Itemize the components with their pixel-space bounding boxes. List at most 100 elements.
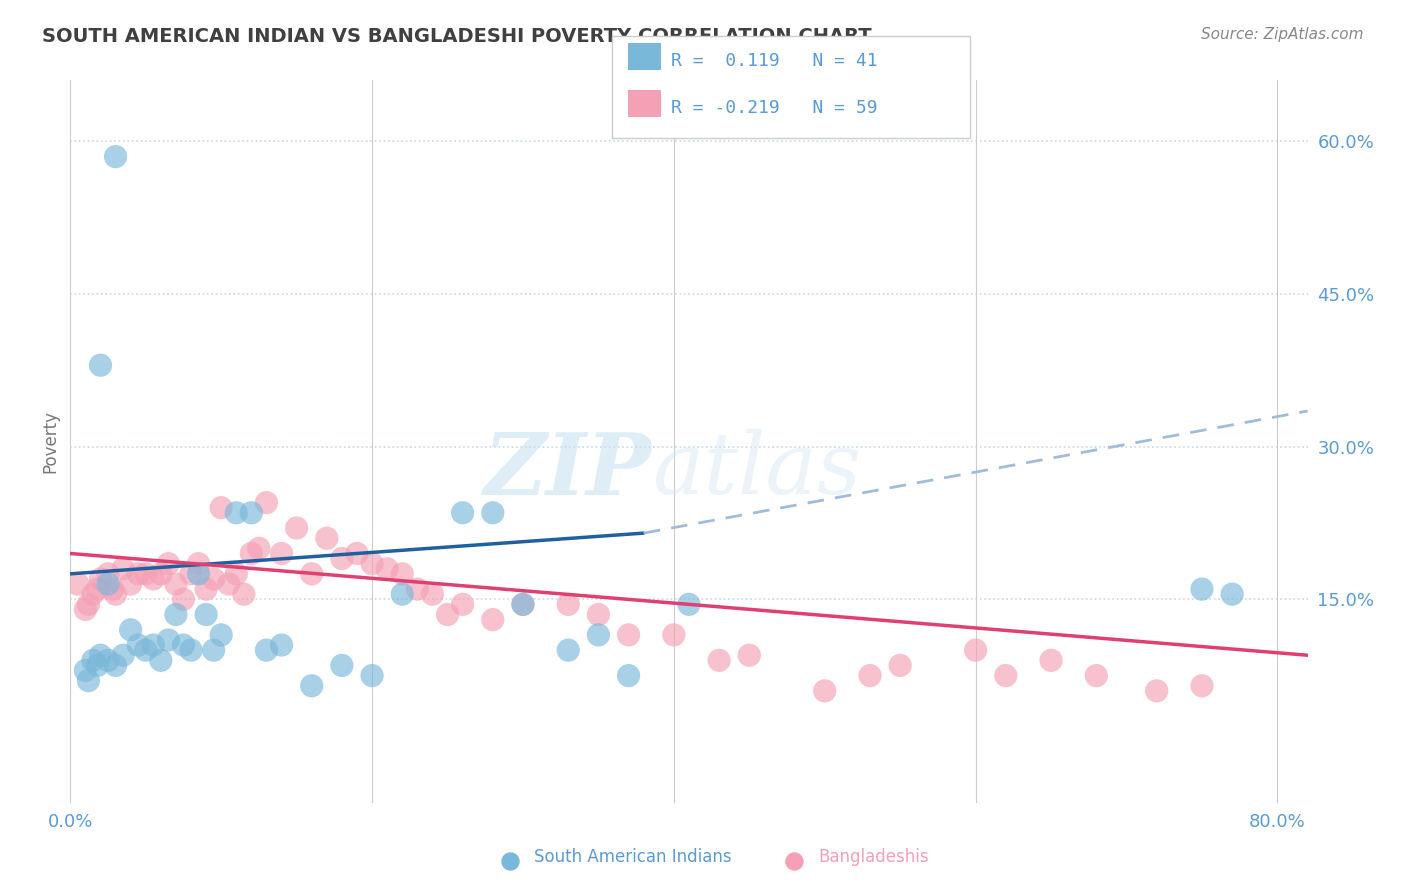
- Point: [86, 582, 108, 596]
- Point: [240, 506, 263, 520]
- Point: [165, 607, 187, 622]
- Point: [225, 506, 247, 520]
- Point: [942, 826, 965, 840]
- Point: [112, 562, 135, 576]
- Point: [512, 598, 534, 612]
- Point: [101, 582, 124, 596]
- Point: [202, 643, 225, 657]
- Point: [127, 566, 149, 581]
- Point: [218, 577, 240, 591]
- Point: [97, 566, 120, 581]
- Point: [814, 684, 837, 698]
- Point: [187, 566, 209, 581]
- Point: [135, 643, 157, 657]
- Point: [361, 557, 384, 571]
- Point: [617, 628, 640, 642]
- Point: [86, 658, 108, 673]
- Text: Source: ZipAtlas.com: Source: ZipAtlas.com: [1201, 27, 1364, 42]
- Y-axis label: Poverty: Poverty: [41, 410, 59, 473]
- Point: [1191, 582, 1213, 596]
- Point: [1146, 684, 1168, 698]
- Point: [406, 582, 429, 596]
- Text: R =  0.119   N = 41: R = 0.119 N = 41: [671, 52, 877, 70]
- Point: [889, 658, 911, 673]
- Point: [112, 648, 135, 663]
- Point: [859, 668, 882, 682]
- Point: [451, 598, 474, 612]
- Point: [89, 358, 111, 372]
- Point: [232, 587, 254, 601]
- Point: [662, 628, 685, 642]
- Point: [247, 541, 270, 556]
- Point: [391, 587, 413, 601]
- Point: [195, 582, 218, 596]
- Point: [375, 562, 398, 576]
- Point: [301, 679, 323, 693]
- Point: [142, 638, 165, 652]
- Point: [330, 551, 353, 566]
- Point: [240, 546, 263, 560]
- Point: [301, 566, 323, 581]
- Point: [97, 577, 120, 591]
- Point: [595, 826, 617, 840]
- Point: [104, 658, 127, 673]
- Point: [157, 557, 180, 571]
- Point: [422, 587, 444, 601]
- Point: [270, 638, 292, 652]
- Point: [82, 587, 104, 601]
- Point: [75, 602, 97, 616]
- Point: [1040, 653, 1063, 667]
- Point: [285, 521, 308, 535]
- Point: [202, 572, 225, 586]
- Point: [738, 648, 761, 663]
- Point: [127, 638, 149, 652]
- Point: [270, 546, 292, 560]
- Point: [256, 495, 278, 509]
- Point: [89, 572, 111, 586]
- Point: [104, 150, 127, 164]
- Point: [346, 546, 368, 560]
- Point: [97, 653, 120, 667]
- Point: [436, 607, 458, 622]
- Text: South American Indians: South American Indians: [534, 848, 733, 866]
- Point: [104, 587, 127, 601]
- Point: [195, 607, 218, 622]
- Point: [391, 566, 413, 581]
- Point: [120, 623, 142, 637]
- Point: [172, 638, 194, 652]
- Point: [361, 668, 384, 682]
- Text: R = -0.219   N = 59: R = -0.219 N = 59: [671, 99, 877, 117]
- Point: [330, 658, 353, 673]
- Point: [315, 531, 337, 545]
- Point: [965, 643, 987, 657]
- Point: [75, 664, 97, 678]
- Point: [66, 577, 89, 591]
- Text: ZIP: ZIP: [484, 429, 652, 512]
- Point: [1220, 587, 1243, 601]
- Point: [172, 592, 194, 607]
- Point: [481, 613, 503, 627]
- Point: [209, 628, 232, 642]
- Point: [165, 577, 187, 591]
- Point: [256, 643, 278, 657]
- Point: [77, 598, 100, 612]
- Point: [994, 668, 1017, 682]
- Point: [557, 643, 579, 657]
- Point: [481, 506, 503, 520]
- Point: [149, 566, 172, 581]
- Point: [225, 566, 247, 581]
- Point: [180, 643, 202, 657]
- Point: [180, 566, 202, 581]
- Text: Bangladeshis: Bangladeshis: [818, 848, 929, 866]
- Point: [678, 598, 700, 612]
- Point: [209, 500, 232, 515]
- Point: [1085, 668, 1108, 682]
- Point: [557, 598, 579, 612]
- Point: [135, 566, 157, 581]
- Point: [187, 557, 209, 571]
- Point: [149, 653, 172, 667]
- Point: [82, 653, 104, 667]
- Point: [77, 673, 100, 688]
- Point: [512, 598, 534, 612]
- Text: atlas: atlas: [652, 429, 860, 512]
